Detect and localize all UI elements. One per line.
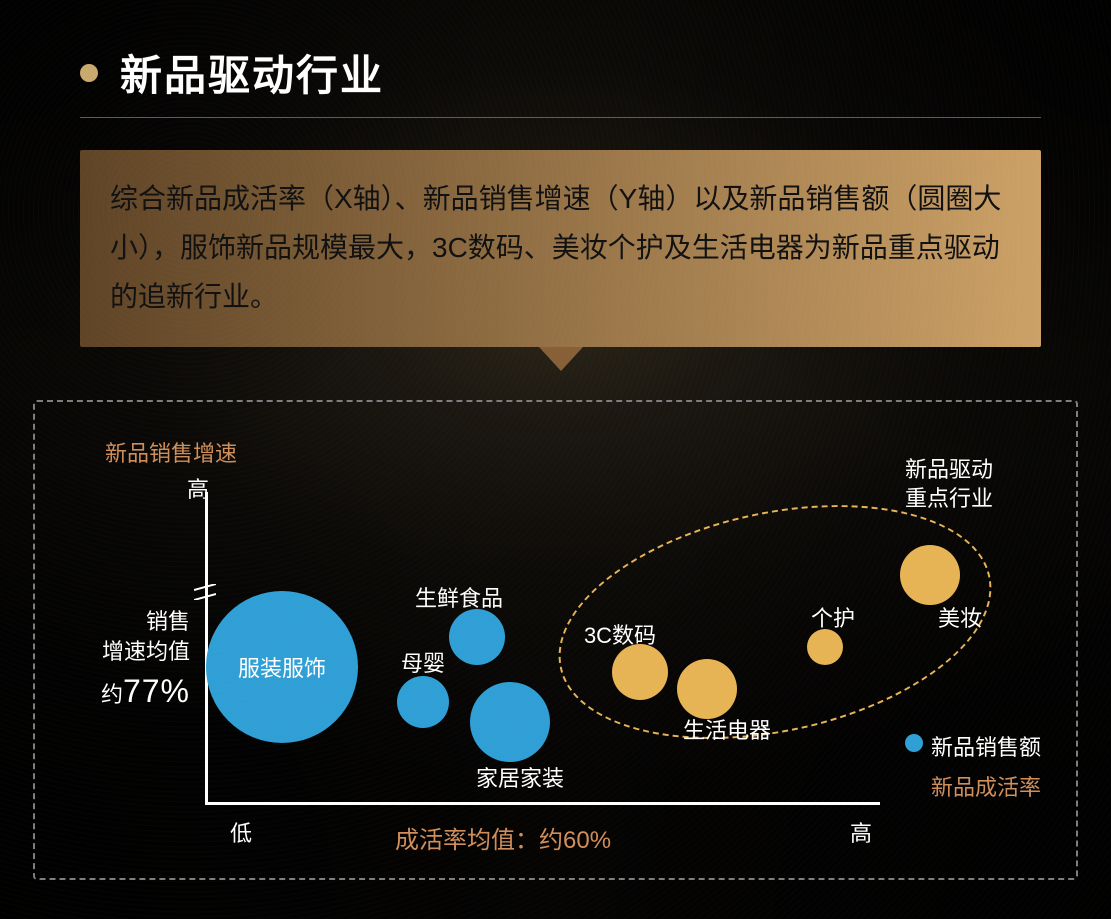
highlight-label-line1: 新品驱动 <box>905 456 993 485</box>
bubble-label-maternity: 母婴 <box>401 646 445 678</box>
bubble-personal <box>807 629 843 665</box>
bubble-label-home: 家居家装 <box>476 761 564 793</box>
y-mean-value: 77% <box>123 673 190 709</box>
bubble-label-appliance: 生活电器 <box>683 713 771 745</box>
y-mean-line2: 增速均值 <box>45 637 190 667</box>
bubble-freshfood <box>449 609 505 665</box>
header: 新品驱动行业 <box>80 42 1041 118</box>
page-title: 新品驱动行业 <box>120 42 384 103</box>
bubble-label-3c: 3C数码 <box>584 618 656 650</box>
bubble-chart: 新品销售增速 高 销售 增速均值 约77% 新品驱动 重点行业 服装服饰 母婴 生鲜… <box>33 400 1078 880</box>
x-axis-line <box>205 802 880 805</box>
bullet-icon <box>80 64 98 82</box>
legend-dot-icon <box>905 734 923 752</box>
callout-box: 综合新品成活率（X轴）、新品销售增速（Y轴）以及新品销售额（圆圈大小），服饰新品… <box>80 150 1041 347</box>
x-axis-title: 新品成活率 <box>931 770 1041 802</box>
bubble-home <box>470 682 550 762</box>
legend-label: 新品销售额 <box>931 730 1041 762</box>
y-axis-title: 新品销售增速 <box>105 436 237 468</box>
y-mean-line1: 销售 <box>45 607 190 637</box>
bubble-label-apparel: 服装服饰 <box>238 651 326 683</box>
bubble-3c <box>612 644 668 700</box>
y-mean-prefix: 约 <box>101 682 123 707</box>
highlight-label-line2: 重点行业 <box>905 485 993 514</box>
bubble-maternity <box>397 676 449 728</box>
callout-text: 综合新品成活率（X轴）、新品销售增速（Y轴）以及新品销售额（圆圈大小），服饰新品… <box>110 183 1001 312</box>
callout-tail-icon <box>539 347 583 371</box>
bubble-label-personal: 个护 <box>811 601 855 633</box>
x-mean-label: 成活率均值：约60% <box>395 820 611 855</box>
bubble-label-freshfood: 生鲜食品 <box>415 581 503 613</box>
bubble-appliance <box>677 659 737 719</box>
x-low-label: 低 <box>230 816 252 848</box>
y-mean-block: 销售 增速均值 约77% <box>45 607 190 714</box>
x-high-label: 高 <box>850 816 872 848</box>
bubble-beauty <box>900 545 960 605</box>
highlight-ellipse-label: 新品驱动 重点行业 <box>905 456 993 513</box>
bubble-label-beauty: 美妆 <box>938 601 982 633</box>
